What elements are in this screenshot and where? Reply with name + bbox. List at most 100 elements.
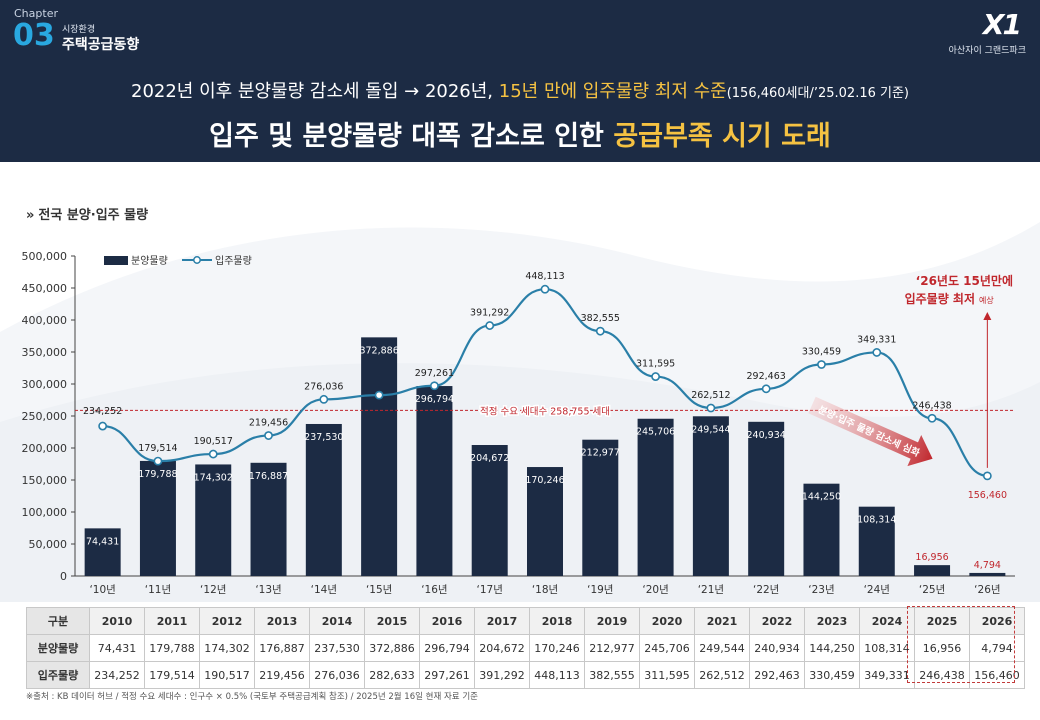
table-year-header: 2015 [364,607,420,635]
line-point-movein [761,384,771,394]
y-tick-label: 50,000 [29,538,68,551]
line-value-label: 448,113 [525,271,564,282]
bar-supply [84,528,121,576]
bar-supply [748,421,785,576]
line-value-label: 349,331 [857,334,896,345]
x-tick-label: ‘17년 [477,584,503,596]
line-point-movein [872,348,882,357]
legend-label-supply: 분양물량 [131,255,168,267]
line-value-label: 190,517 [194,436,233,447]
y-tick-label: 250,000 [22,410,68,423]
bar-supply [139,460,176,576]
table-year-header: 2020 [639,607,695,635]
line-point-movein [651,372,660,381]
chevron-right-icon: » [26,208,35,223]
line-value-label: 234,252 [83,406,122,417]
headline-main-part1: 입주 및 분양물량 대폭 감소로 인한 [209,121,614,152]
headline-sub: 2022년 이후 분양물량 감소세 돌입 → 2026년, 15년 만에 입주물… [0,77,1040,103]
table-row-label: 입주물량 [26,661,90,689]
bar-value-label: 16,956 [915,552,948,563]
bar-value-label: 245,706 [636,427,675,438]
bar-value-label: 74,431 [86,536,119,547]
table-year-header: 2018 [529,607,585,635]
bar-value-label: 237,530 [304,432,343,443]
line-value-label: 156,460 [968,490,1007,501]
bar-supply [471,445,508,576]
table-year-header: 2021 [694,607,750,635]
table-cell: 296,794 [419,634,475,662]
line-value-label: 391,292 [470,308,509,319]
header-banner: Chapter 03 시장환경 주택공급동향 X1 아산자이 그랜드파크 202… [0,0,1040,162]
x-tick-label: ‘21년 [698,584,724,596]
table-cell: 448,113 [529,661,585,689]
x-tick-label: ‘15년 [366,584,392,596]
section-category: 시장환경 [62,25,96,35]
table-cell: 276,036 [309,661,365,689]
chapter-label: Chapter [14,7,58,20]
y-tick-label: 0 [60,570,67,583]
line-value-label: 330,459 [802,347,841,358]
table-cell: 245,706 [639,634,695,662]
x-tick-label: ‘26년 [974,584,1000,596]
chart-area: 0 50,000 100,000 150,000 200,000 250,000 300,0… [22,250,1015,596]
table-year-header: 2014 [309,607,365,635]
table-row-movein: 입주물량 234,252 179,514 190,517 219,456 276,036… [26,661,1025,689]
x-tick-label: ‘25년 [919,584,945,596]
line-point-movein [319,394,329,404]
table-cell: 212,977 [584,634,640,662]
y-tick-label: 300,000 [22,378,68,391]
bar-value-label: 108,314 [857,515,896,526]
table-year-header: 2012 [199,607,255,635]
table-cell: 292,463 [749,661,805,689]
table-cell: 204,672 [474,634,530,662]
line-point-movein [208,449,218,459]
table-year-header: 2019 [584,607,640,635]
x-tick-label: ‘23년 [808,584,834,596]
x-tick-label: ‘22년 [753,584,779,596]
line-movein [102,288,988,477]
y-tick-label: 450,000 [22,282,68,295]
line-point-movein [98,421,108,431]
legend-label-movein: 입주물량 [215,254,252,267]
bar-value-label: 204,672 [470,453,509,464]
line-point-movein [982,471,992,481]
table-cell: 4,794 [969,634,1025,662]
bar-supply [582,439,619,576]
bar-value-label: 176,887 [249,471,288,482]
table-cell: 330,459 [804,661,860,689]
line-value-label: 262,512 [691,390,730,401]
x-tick-label: ‘12년 [200,584,226,596]
y-tick-label: 100,000 [22,506,68,519]
table-year-header: 2023 [804,607,860,635]
bar-value-label: 296,794 [415,394,454,405]
line-value-label: 179,514 [138,443,177,454]
headline-main: 입주 및 분양물량 대폭 감소로 인한 공급부족 시기 도래 [0,114,1040,153]
annotation-arrow-head [983,312,992,320]
table-cell: 74,431 [89,634,145,662]
table-cell: 176,887 [254,634,310,662]
bar-supply [914,565,951,576]
table-cell: 349,331 [859,661,915,689]
y-tick-label: 500,000 [22,250,68,263]
table-cell: 170,246 [529,634,585,662]
line-point-movein [706,403,716,413]
bar-supply [858,506,895,576]
table-cell: 249,544 [694,634,750,662]
line-point-movein [430,381,439,391]
table-cell: 190,517 [199,661,255,689]
x-tick-label: ‘14년 [311,584,337,596]
bar-supply [969,572,1006,576]
chart-title: » 전국 분양·입주 물량 [26,204,148,223]
line-value-label: 311,595 [636,359,675,370]
bar-value-label: 4,794 [974,560,1001,571]
table-cell: 219,456 [254,661,310,689]
y-tick-label: 350,000 [22,346,68,359]
bar-supply [416,386,453,576]
table-cell: 179,514 [144,661,200,689]
chapter-number: 03 [13,18,55,53]
table-cell: 391,292 [474,661,530,689]
line-point-movein [153,456,163,466]
table-cell: 262,512 [694,661,750,689]
line-point-movein [485,321,495,330]
table-cell: 156,460 [969,661,1025,689]
